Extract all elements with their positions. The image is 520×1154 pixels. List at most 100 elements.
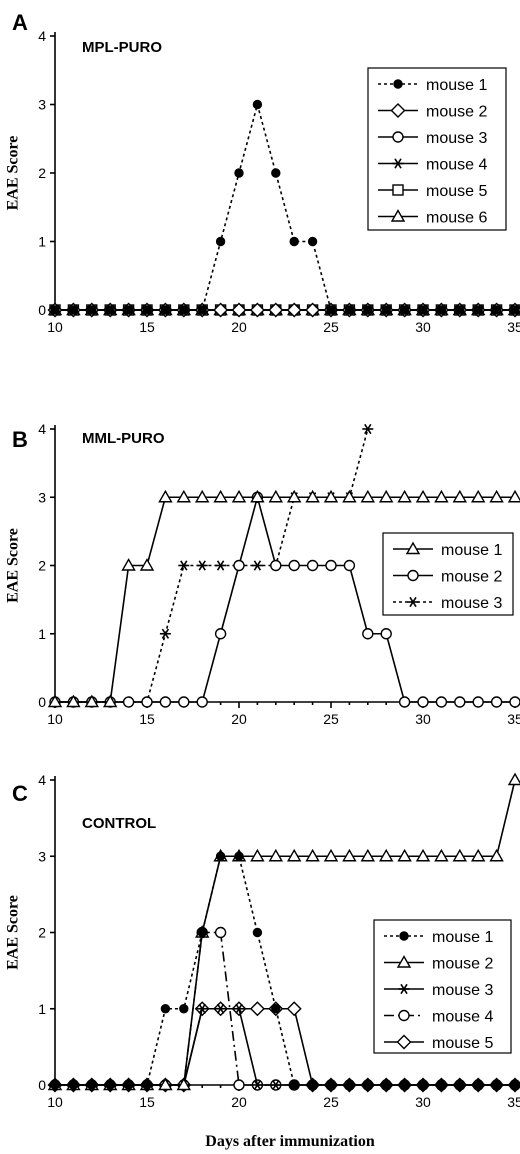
x-axis-label: Days after immunization — [205, 1133, 375, 1150]
data-point — [510, 305, 520, 315]
panel-a: A MPL-PURO EAE Score 0 1 2 3 4 10 15 20 25 30 35 mouse… — [5, 10, 520, 335]
data-point — [418, 1080, 428, 1090]
data-point — [233, 1079, 245, 1091]
legend-box — [382, 532, 514, 616]
data-point — [452, 848, 468, 862]
legend-label: mouse 3 — [426, 130, 487, 147]
data-point — [489, 489, 504, 503]
data-point — [250, 489, 265, 503]
data-point — [473, 1080, 483, 1090]
x-tick-label: 35 — [507, 319, 520, 335]
data-point — [122, 696, 135, 708]
data-point — [142, 305, 152, 315]
data-point — [213, 302, 229, 318]
data-point — [289, 1080, 299, 1090]
data-point — [363, 305, 373, 315]
data-point — [323, 489, 339, 503]
legend-marker — [392, 131, 404, 143]
data-point — [286, 302, 302, 318]
data-point — [123, 305, 134, 315]
data-point — [344, 305, 355, 315]
legend-label: mouse 5 — [426, 183, 487, 200]
x-tick-label: 10 — [47, 319, 63, 335]
legend-label: mouse 3 — [441, 595, 502, 612]
data-point — [196, 696, 208, 708]
data-point — [268, 489, 284, 503]
data-point — [215, 1003, 227, 1014]
data-point — [306, 559, 319, 572]
data-point — [50, 1080, 60, 1090]
legend-label: mouse 2 — [426, 104, 487, 121]
y-tick-label: 3 — [38, 97, 46, 113]
data-point — [234, 168, 244, 178]
data-point — [326, 305, 336, 315]
data-point — [323, 848, 339, 862]
chart-title: MML-PURO — [82, 430, 165, 447]
data-point — [158, 489, 173, 503]
data-point — [415, 848, 431, 862]
y-tick-label: 1 — [38, 1001, 46, 1017]
data-point — [178, 560, 190, 571]
y-tick-label: 3 — [38, 848, 46, 864]
x-tick-label: 20 — [231, 319, 247, 335]
data-point — [268, 848, 284, 862]
data-point — [307, 1080, 318, 1090]
legend-box — [373, 919, 512, 1054]
data-point — [507, 772, 520, 786]
data-point — [286, 848, 302, 862]
data-point — [286, 1001, 302, 1017]
y-tick-label: 4 — [38, 772, 46, 788]
data-point — [249, 1001, 265, 1017]
y-tick-label: 0 — [38, 302, 46, 318]
y-axis-label: EAE Score — [5, 136, 22, 211]
chart-title: CONTROL — [82, 815, 156, 832]
data-point — [415, 489, 431, 503]
data-point — [197, 305, 207, 315]
data-point — [102, 694, 118, 708]
legend-item: mouse 2 — [384, 955, 493, 973]
series-line — [55, 855, 515, 1086]
data-point — [288, 559, 300, 572]
data-point — [510, 1080, 520, 1090]
data-point — [176, 489, 192, 503]
data-point — [305, 848, 320, 862]
data-point — [178, 696, 190, 708]
data-point — [84, 694, 100, 708]
data-point — [342, 489, 357, 503]
data-point — [342, 848, 357, 862]
x-tick-label: 20 — [231, 1094, 247, 1110]
y-tick-label: 3 — [38, 489, 46, 505]
data-point — [179, 1004, 189, 1014]
legend-item: mouse 5 — [378, 183, 487, 200]
x-tick-label: 35 — [507, 711, 520, 727]
data-point — [197, 927, 207, 938]
legend-marker — [390, 209, 406, 222]
data-point — [434, 848, 449, 862]
data-point — [381, 1080, 391, 1090]
legend-label: mouse 4 — [426, 157, 487, 174]
data-point — [234, 851, 244, 861]
data-point — [123, 1080, 134, 1090]
data-point — [196, 1003, 208, 1014]
x-tick-label: 30 — [415, 711, 431, 727]
data-point — [87, 1080, 97, 1090]
data-point — [307, 236, 318, 247]
legend-marker — [392, 184, 404, 196]
y-tick-label: 4 — [38, 28, 46, 44]
legend-item: mouse 2 — [393, 569, 502, 586]
data-point — [286, 489, 302, 503]
y-axis-label: EAE Score — [5, 895, 22, 970]
data-point — [454, 696, 466, 708]
data-point — [491, 1080, 502, 1090]
data-point — [50, 305, 60, 315]
legend-marker — [398, 983, 410, 995]
data-point — [380, 628, 392, 640]
legend-label: mouse 2 — [432, 956, 493, 973]
legend-item: mouse 6 — [378, 209, 487, 227]
data-point — [250, 848, 265, 862]
data-point — [68, 305, 79, 315]
data-point — [215, 851, 226, 861]
data-point — [141, 696, 153, 708]
data-point — [215, 236, 226, 247]
